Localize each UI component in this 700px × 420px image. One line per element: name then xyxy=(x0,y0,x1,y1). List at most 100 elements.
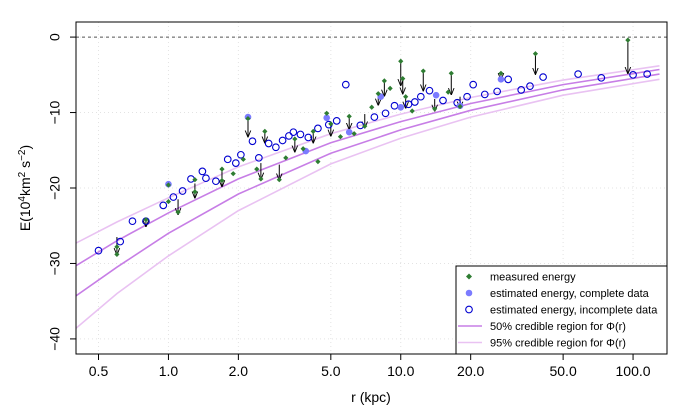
legend-item-estimated-incomplete: estimated energy, incomplete data xyxy=(465,305,658,317)
estimated-incomplete-point-46 xyxy=(597,73,606,82)
estimated-incomplete-point-10 xyxy=(212,177,220,186)
estimated-incomplete-point-44 xyxy=(539,73,547,81)
measured-point-30 xyxy=(381,78,387,84)
measured-point-1 xyxy=(114,244,120,250)
measured-point-11 xyxy=(240,156,246,162)
measured-point-34 xyxy=(403,94,409,100)
estimated-incomplete-point-39 xyxy=(480,90,489,99)
estimated-incomplete-point-12 xyxy=(231,159,240,167)
measured-point-4 xyxy=(165,182,172,188)
measured-point-12 xyxy=(245,115,251,122)
estimated-incomplete-point-33 xyxy=(416,92,425,101)
estimated-incomplete-point-38 xyxy=(469,80,478,89)
measured-point-18 xyxy=(292,136,298,142)
legend-box xyxy=(455,265,668,355)
legend-key-estimated-complete xyxy=(465,289,473,297)
estimated-incomplete-point-28 xyxy=(370,113,379,121)
estimated-complete-point-4 xyxy=(345,128,353,136)
estimated-incomplete-point-25 xyxy=(332,116,341,125)
measured-point-5 xyxy=(175,209,181,215)
y-axis-title-unit: km xyxy=(17,177,33,196)
y-axis: 0 −10 −20 −30 −40 xyxy=(47,33,76,351)
measured-point-28 xyxy=(369,104,375,110)
measured-point-21 xyxy=(315,158,321,165)
y-axis-title-exp3: −2 xyxy=(17,149,28,161)
measured-point-20 xyxy=(310,128,316,135)
y-tick-label-0: 0 xyxy=(47,33,63,41)
estimated-incomplete-point-8 xyxy=(198,167,207,176)
measured-point-0 xyxy=(114,251,120,257)
curve-region95-upper xyxy=(76,65,660,244)
estimated-incomplete-point-6 xyxy=(178,187,187,195)
measured-point-7 xyxy=(192,177,198,183)
estimated-incomplete-point-43 xyxy=(526,82,534,90)
estimated-incomplete-point-40 xyxy=(493,87,501,96)
legend-label-region50: 50% credible region for Φ(r) xyxy=(490,321,626,333)
x-tick-label-4: 10.0 xyxy=(387,363,414,379)
estimated-incomplete-point-16 xyxy=(264,139,273,148)
x-tick-label-3: 5.0 xyxy=(321,363,341,379)
measured-point-2 xyxy=(143,217,149,223)
measured-point-35 xyxy=(409,108,415,114)
measured-point-25 xyxy=(346,113,352,119)
estimated-incomplete-point-11 xyxy=(223,155,232,164)
legend-label-measured: measured energy xyxy=(490,272,576,284)
measured-point-14 xyxy=(258,176,264,182)
estimated-incomplete-point-19 xyxy=(285,132,293,140)
estimated-incomplete-point-48 xyxy=(643,70,652,78)
legend-label-region95: 95% credible region for Φ(r) xyxy=(490,338,626,350)
y-axis-title-exp2: 2 xyxy=(17,171,28,177)
estimated-complete-point-7 xyxy=(432,91,440,99)
estimated-incomplete-point-29 xyxy=(381,109,390,118)
estimated-incomplete-point-34 xyxy=(425,86,434,95)
measured-point-40 xyxy=(457,103,463,110)
estimated-incomplete-point-14 xyxy=(248,137,257,146)
estimated-incomplete-point-21 xyxy=(296,130,305,139)
measured-point-6 xyxy=(192,189,198,195)
measured-point-8 xyxy=(219,177,225,184)
estimated-incomplete-point-18 xyxy=(278,136,287,145)
x-tick-label-6: 50.0 xyxy=(549,363,576,379)
measured-point-15 xyxy=(262,128,268,135)
legend: measured energy estimated energy, comple… xyxy=(455,265,668,355)
curve-region95-lower xyxy=(76,78,660,329)
estimated-incomplete-point-4 xyxy=(159,201,168,210)
measured-point-27 xyxy=(362,123,368,129)
measured-point-41 xyxy=(498,70,504,76)
measured-point-13 xyxy=(254,166,260,172)
legend-item-region95: 95% credible region for Φ(r) xyxy=(458,338,626,350)
x-axis-title: r (kpc) xyxy=(351,389,391,405)
legend-key-estimated-incomplete xyxy=(465,305,473,314)
measured-point-26 xyxy=(351,131,357,137)
data-points xyxy=(94,37,652,257)
x-tick-label-0: 0.5 xyxy=(89,363,109,379)
curve-region50-lower xyxy=(76,73,660,297)
estimated-incomplete-point-15 xyxy=(254,153,263,162)
legend-item-region50: 50% credible region for Φ(r) xyxy=(458,321,626,333)
estimated-incomplete-point-30 xyxy=(390,101,399,110)
measured-point-22 xyxy=(324,110,330,116)
y-axis-title-exp1: 4 xyxy=(17,196,28,202)
estimated-incomplete-point-31 xyxy=(404,100,413,109)
estimated-incomplete-point-26 xyxy=(341,80,350,89)
estimated-complete-point-6 xyxy=(397,103,405,111)
legend-item-estimated-complete: estimated energy, complete data xyxy=(465,288,650,300)
measured-point-39 xyxy=(448,70,454,76)
estimated-incomplete-point-13 xyxy=(237,150,245,159)
estimated-incomplete-point-42 xyxy=(517,86,526,94)
y-tick-label-3: −30 xyxy=(47,251,63,275)
estimated-incomplete-point-35 xyxy=(439,96,447,105)
estimated-complete-point-3 xyxy=(323,114,330,122)
measured-point-23 xyxy=(328,121,334,127)
estimated-incomplete-point-41 xyxy=(504,75,513,84)
legend-label-estimated-complete: estimated energy, complete data xyxy=(490,288,650,300)
legend-label-estimated-incomplete: estimated energy, incomplete data xyxy=(490,305,658,317)
estimated-incomplete-point-5 xyxy=(169,193,178,201)
measured-point-38 xyxy=(445,89,451,95)
measured-point-29 xyxy=(375,91,381,97)
estimated-incomplete-point-37 xyxy=(463,92,471,101)
estimated-incomplete-point-45 xyxy=(574,70,582,78)
measured-point-37 xyxy=(432,106,438,112)
y-tick-label-1: −10 xyxy=(47,100,63,124)
y-tick-label-2: −20 xyxy=(47,176,63,200)
